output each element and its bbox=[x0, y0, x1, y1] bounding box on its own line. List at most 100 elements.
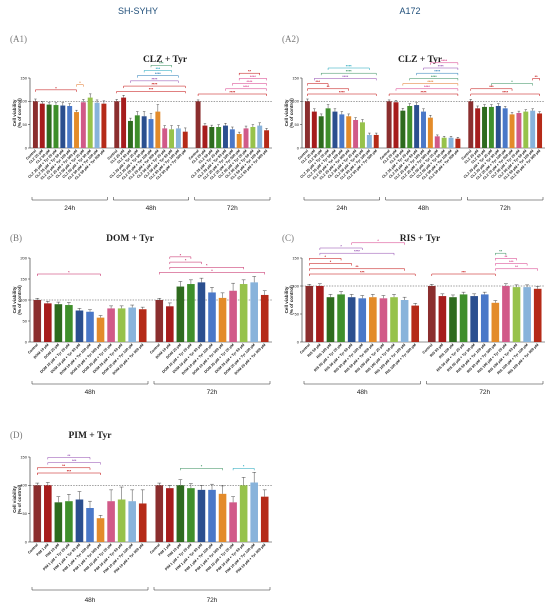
bar bbox=[33, 300, 42, 342]
bar bbox=[533, 288, 542, 342]
bar bbox=[337, 294, 345, 342]
bar bbox=[44, 303, 52, 342]
cell-line-header-right: A172 bbox=[399, 6, 420, 16]
group-label: 24h bbox=[64, 205, 75, 212]
significance-bracket bbox=[169, 261, 202, 265]
y-tick-label: 0 bbox=[25, 145, 28, 150]
group-label: 48h bbox=[85, 597, 96, 604]
y-axis-label: Cell viability(% of control) bbox=[284, 285, 294, 315]
significance-bracket bbox=[309, 273, 416, 276]
bar bbox=[488, 106, 494, 148]
bar bbox=[407, 106, 413, 148]
bar bbox=[74, 112, 79, 148]
significance-label: **** bbox=[421, 90, 427, 94]
significance-label: **** bbox=[354, 250, 360, 254]
significance-bracket bbox=[232, 83, 267, 86]
significance-bracket bbox=[225, 88, 267, 91]
group-brace bbox=[303, 381, 421, 385]
bar bbox=[373, 134, 379, 148]
bar bbox=[427, 117, 433, 148]
bar bbox=[250, 482, 258, 542]
significance-bracket bbox=[495, 268, 538, 271]
significance-label: *** bbox=[316, 80, 321, 84]
y-axis-label-line: (% of control) bbox=[17, 98, 22, 128]
bar bbox=[523, 111, 529, 148]
bar bbox=[480, 294, 489, 342]
bar bbox=[54, 304, 63, 342]
bar bbox=[390, 297, 398, 342]
bar bbox=[53, 105, 59, 148]
bar bbox=[197, 282, 206, 342]
significance-bracket bbox=[532, 78, 540, 81]
y-axis-label-line: (% of control) bbox=[289, 98, 294, 128]
significance-bracket bbox=[430, 62, 459, 65]
y-tick-label: 150 bbox=[20, 276, 27, 281]
significance-bracket bbox=[47, 462, 101, 465]
significance-bracket bbox=[116, 91, 186, 94]
significance-bracket bbox=[37, 273, 101, 276]
x-tick-label: Control bbox=[379, 149, 391, 161]
chart-title: CLZ + Tyr bbox=[398, 55, 443, 65]
significance-bracket bbox=[137, 75, 179, 78]
bar bbox=[216, 127, 222, 148]
bar bbox=[138, 503, 147, 542]
bar bbox=[332, 111, 338, 148]
significance-label: * bbox=[340, 244, 342, 248]
y-axis-label-line: (% of control) bbox=[17, 484, 22, 514]
bar bbox=[134, 115, 140, 148]
y-axis-label: Cell viability(% of control) bbox=[12, 285, 22, 315]
x-tick-label: Control bbox=[297, 149, 309, 161]
bar bbox=[86, 311, 94, 342]
significance-label: **** bbox=[434, 70, 440, 74]
significance-label: ** bbox=[499, 250, 502, 254]
bar bbox=[138, 309, 147, 342]
y-tick-label: 0 bbox=[297, 145, 300, 150]
y-tick-label: 50 bbox=[295, 122, 300, 127]
bar bbox=[218, 297, 227, 342]
bar bbox=[326, 297, 335, 342]
significance-bracket bbox=[150, 65, 172, 68]
bar bbox=[155, 300, 164, 342]
bar bbox=[530, 110, 536, 148]
y-tick-label: 0 bbox=[25, 339, 28, 344]
bar bbox=[117, 499, 126, 542]
y-tick-label: 150 bbox=[20, 75, 27, 80]
group-label: 48h bbox=[357, 389, 368, 396]
panel-label: (D) bbox=[10, 430, 23, 440]
bar bbox=[414, 105, 420, 148]
bar bbox=[128, 501, 136, 542]
significance-bracket bbox=[130, 80, 179, 83]
y-axis-label-line: Cell viability bbox=[284, 286, 289, 313]
significance-bracket bbox=[470, 93, 540, 96]
bar bbox=[182, 131, 188, 148]
bar bbox=[264, 130, 270, 148]
bar bbox=[369, 297, 377, 342]
significance-label: * bbox=[68, 270, 70, 274]
bar bbox=[411, 305, 420, 342]
significance-label: **** bbox=[346, 64, 352, 68]
group-brace bbox=[467, 197, 544, 201]
bar bbox=[346, 116, 352, 148]
bar bbox=[495, 106, 501, 148]
significance-label: *** bbox=[360, 270, 365, 274]
bar bbox=[65, 501, 73, 542]
bar bbox=[239, 284, 248, 342]
bar bbox=[441, 137, 447, 148]
y-tick-label: 50 bbox=[23, 122, 28, 127]
significance-bracket bbox=[309, 263, 352, 266]
panel-label: (B) bbox=[10, 233, 22, 243]
group-label: 48h bbox=[146, 205, 157, 212]
bar bbox=[32, 101, 38, 148]
bar bbox=[523, 287, 531, 342]
y-axis-label-line: Cell viability bbox=[12, 286, 17, 313]
bar bbox=[438, 296, 447, 342]
significance-label: *** bbox=[156, 67, 161, 71]
bar bbox=[75, 499, 84, 542]
bar bbox=[202, 125, 208, 148]
significance-bracket bbox=[314, 78, 377, 81]
significance-bracket bbox=[180, 468, 223, 471]
bar bbox=[39, 103, 45, 148]
chart-panel-d: (D) PIM + Tyr Cell viability(% of control)… bbox=[10, 430, 272, 604]
bar bbox=[502, 286, 510, 342]
